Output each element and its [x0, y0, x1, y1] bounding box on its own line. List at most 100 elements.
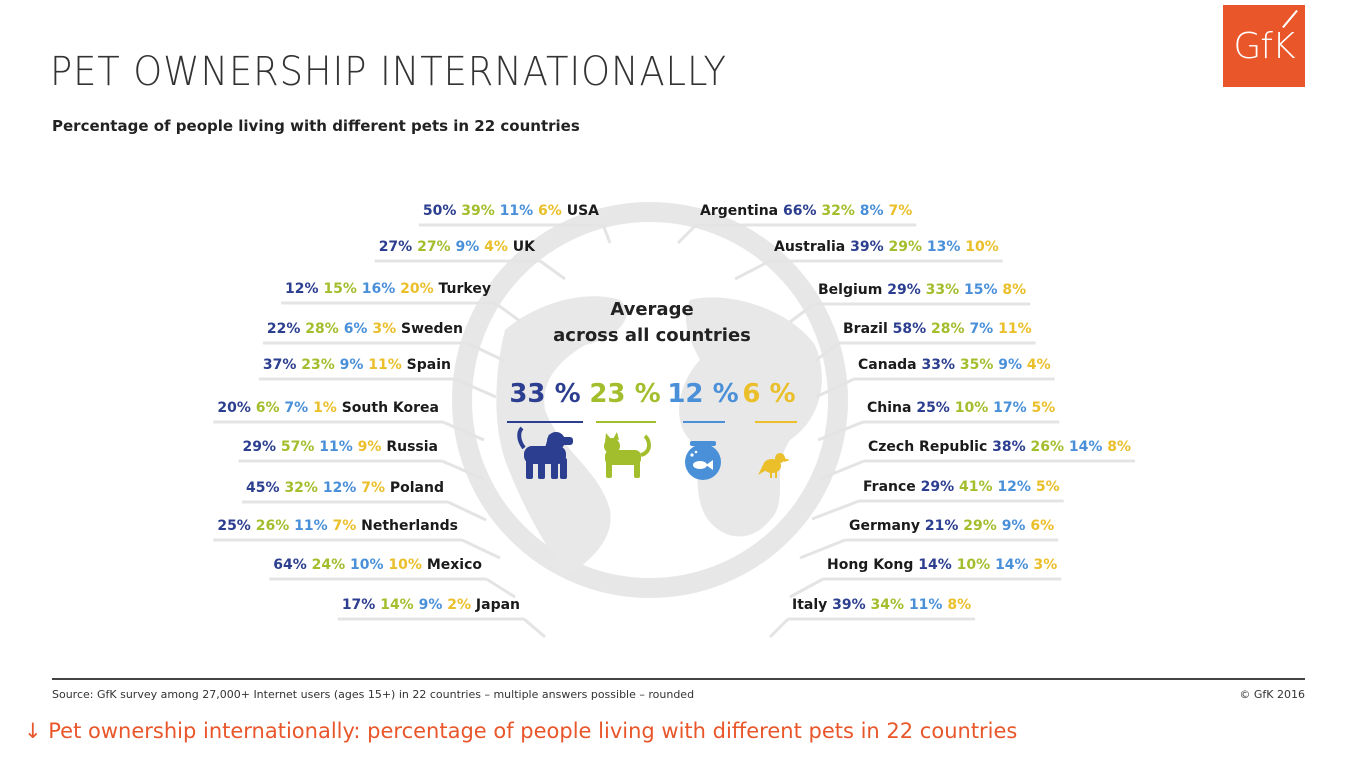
- country-row-left: 20% 6% 7% 1% South Korea: [217, 400, 439, 416]
- country-label: Russia: [386, 439, 438, 455]
- country-label: Belgium: [818, 282, 887, 298]
- value: 28%: [305, 321, 343, 337]
- value: 29%: [921, 479, 959, 495]
- value: 20%: [217, 400, 255, 416]
- fish-icon: [685, 441, 721, 480]
- value: 32%: [821, 203, 859, 219]
- value: 9%: [358, 439, 387, 455]
- leader-line: [523, 617, 546, 639]
- country-row-text: 12% 15% 16% 20% Turkey: [285, 281, 491, 297]
- country-row-text: 37% 23% 9% 11% Spain: [263, 357, 451, 373]
- value: 9%: [455, 239, 484, 255]
- value: 12%: [285, 281, 323, 297]
- value: 34%: [871, 597, 909, 613]
- value: 17%: [342, 597, 380, 613]
- average-block: Average across all countries 33 % 23 % 12 …: [507, 299, 797, 480]
- value: 50%: [423, 203, 461, 219]
- value: 35%: [960, 357, 998, 373]
- country-rows: 50% 39% 11% 6% USA 27% 27% 9% 4% UK 12% 15…: [217, 203, 1131, 613]
- country-label: Australia: [774, 239, 850, 255]
- leader-line: [461, 538, 501, 560]
- page-title: PET OWNERSHIP INTERNATIONALLY: [50, 49, 727, 95]
- gfk-logo: GfK: [1223, 5, 1305, 87]
- country-row-right: China 25% 10% 17% 5%: [867, 400, 1055, 416]
- value: 28%: [931, 321, 969, 337]
- country-row-text: 64% 24% 10% 10% Mexico: [273, 557, 482, 573]
- leader-line: [789, 302, 815, 324]
- country-label: UK: [513, 239, 536, 255]
- leader-line: [811, 499, 860, 521]
- country-label: Poland: [390, 480, 444, 496]
- value: 5%: [1036, 479, 1060, 495]
- value: 58%: [893, 321, 931, 337]
- country-label: Hong Kong: [827, 557, 918, 573]
- country-row-left: 25% 26% 11% 7% Netherlands: [217, 518, 458, 534]
- page-subtitle: Percentage of people living with differe…: [52, 117, 580, 135]
- value: 11%: [368, 357, 406, 373]
- value: 23%: [301, 357, 339, 373]
- leader-line: [485, 577, 516, 599]
- leader-line: [441, 459, 485, 481]
- country-row-text: Hong Kong 14% 10% 14% 3%: [827, 557, 1057, 573]
- value: 9%: [340, 357, 369, 373]
- value: 14%: [1069, 439, 1107, 455]
- leader-line: [676, 223, 698, 245]
- country-row-text: 22% 28% 6% 3% Sweden: [267, 321, 463, 337]
- value: 3%: [372, 321, 401, 337]
- value: 24%: [312, 557, 350, 573]
- country-label: China: [867, 400, 916, 416]
- country-row-text: Argentina 66% 32% 8% 7%: [700, 203, 912, 219]
- value: 9%: [1002, 518, 1031, 534]
- country-label: Netherlands: [361, 518, 458, 534]
- value: 8%: [860, 203, 889, 219]
- country-label: USA: [567, 203, 599, 219]
- value: 14%: [918, 557, 956, 573]
- country-row-left: 27% 27% 9% 4% UK: [379, 239, 536, 255]
- value: 14%: [380, 597, 418, 613]
- value: 7%: [284, 400, 313, 416]
- average-values: 33 % 23 % 12 % 6 %: [507, 379, 797, 423]
- value: 7%: [361, 480, 390, 496]
- country-row-right: Italy 39% 34% 11% 8%: [792, 597, 971, 613]
- globe-continent-right: [679, 297, 822, 537]
- country-row-text: 25% 26% 11% 7% Netherlands: [217, 518, 458, 534]
- value: 5%: [1032, 400, 1056, 416]
- value: 12%: [997, 479, 1035, 495]
- country-row-left: 45% 32% 12% 7% Poland: [246, 480, 444, 496]
- value: 16%: [362, 281, 400, 297]
- leader-line: [539, 259, 566, 281]
- value: 20%: [400, 281, 438, 297]
- country-label: Italy: [792, 597, 832, 613]
- leader-line: [601, 224, 612, 244]
- country-row-text: 45% 32% 12% 7% Poland: [246, 480, 444, 496]
- leader-line: [819, 459, 865, 481]
- value: 29%: [887, 282, 925, 298]
- leader-line: [799, 538, 846, 560]
- leader-line: [466, 341, 506, 363]
- value: 39%: [850, 239, 888, 255]
- value: 7%: [888, 203, 912, 219]
- country-row-text: Czech Republic 38% 26% 14% 8%: [868, 439, 1131, 455]
- value: 9%: [419, 597, 448, 613]
- leader-line: [817, 420, 864, 442]
- country-label: Spain: [407, 357, 451, 373]
- dog-icon: [517, 426, 573, 479]
- value: 39%: [461, 203, 499, 219]
- value: 33%: [921, 357, 959, 373]
- country-row-left: 64% 24% 10% 10% Mexico: [273, 557, 482, 573]
- country-row-text: Brazil 58% 28% 7% 11%: [843, 321, 1032, 337]
- value: 12%: [323, 480, 361, 496]
- country-label: Mexico: [427, 557, 483, 573]
- globe-graphic: [452, 202, 848, 598]
- value: 29%: [963, 518, 1001, 534]
- value: 6%: [256, 400, 285, 416]
- leader-line: [442, 420, 485, 442]
- value: 8%: [1002, 282, 1026, 298]
- globe-continent-left: [496, 296, 627, 575]
- value: 33%: [926, 282, 964, 298]
- leader-line: [815, 377, 855, 399]
- value: 6%: [344, 321, 373, 337]
- country-row-text: 27% 27% 9% 4% UK: [379, 239, 536, 255]
- value: 21%: [925, 518, 963, 534]
- country-row-left: 22% 28% 6% 3% Sweden: [267, 321, 463, 337]
